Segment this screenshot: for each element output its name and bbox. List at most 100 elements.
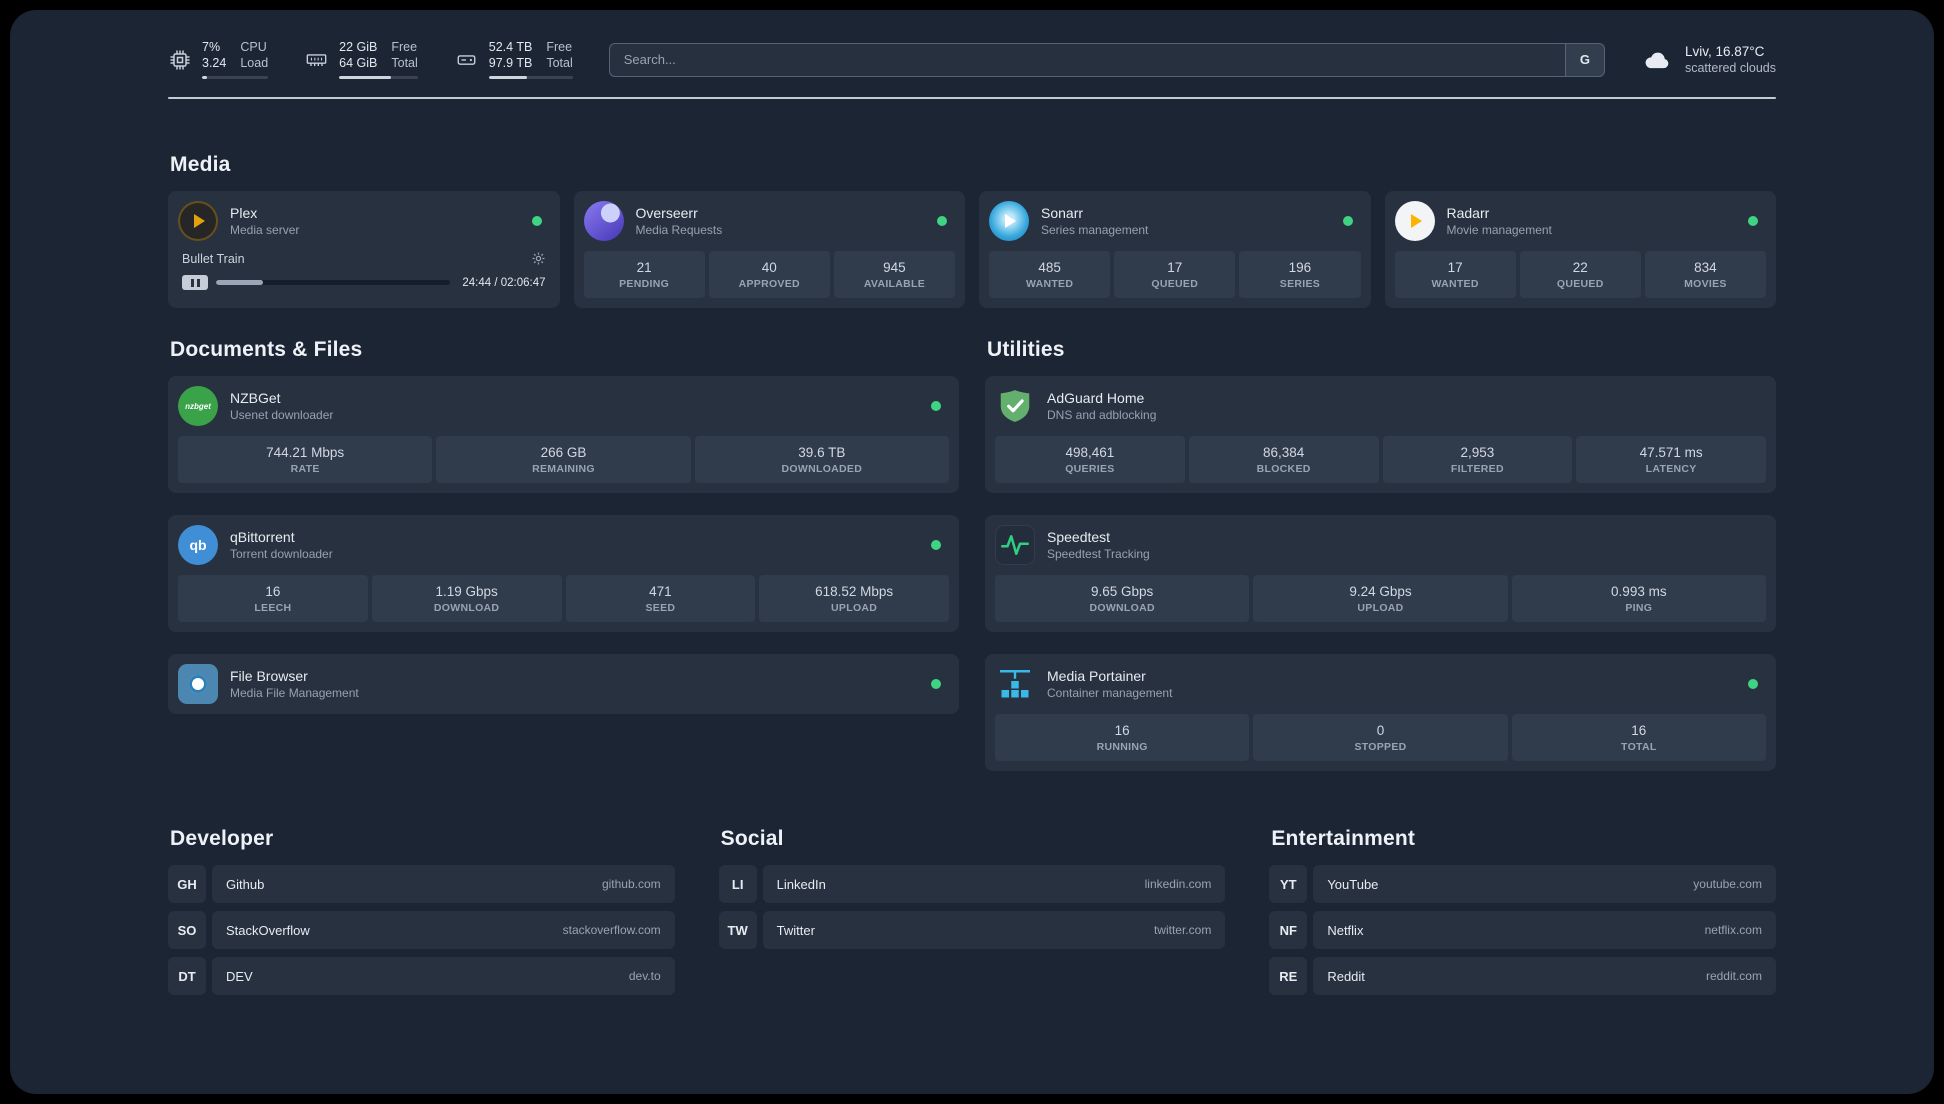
gear-icon[interactable] bbox=[531, 251, 546, 266]
service-desc: Usenet downloader bbox=[230, 407, 334, 422]
service-card-overseerr[interactable]: Overseerr Media Requests 21 PENDING 40 A… bbox=[573, 191, 965, 309]
memory-free-value: 22 GiB bbox=[339, 40, 378, 54]
stat-value: 196 bbox=[1288, 259, 1312, 275]
stat-tile: 17 WANTED bbox=[1394, 251, 1516, 299]
bookmark-reddit[interactable]: RE Reddit reddit.com bbox=[1269, 957, 1776, 996]
stat-label: QUEUED bbox=[1556, 277, 1604, 290]
bookmark-url: github.com bbox=[601, 877, 661, 892]
bookmark-netflix[interactable]: NF Netflix netflix.com bbox=[1269, 911, 1776, 950]
plex-icon bbox=[178, 201, 218, 242]
bookmark-url: reddit.com bbox=[1705, 969, 1762, 984]
bookmark-group-title: Developer bbox=[170, 827, 274, 851]
service-card-plex[interactable]: Plex Media server Bullet Train bbox=[168, 191, 560, 309]
cpu-usage-bar bbox=[202, 76, 269, 80]
service-card-qbittorrent[interactable]: qb qBittorrent Torrent downloader 16 LEE… bbox=[168, 515, 959, 633]
cpu-load-label: Load bbox=[240, 55, 269, 70]
bookmark-stackoverflow[interactable]: SO StackOverflow stackoverflow.com bbox=[168, 911, 675, 950]
section-title-media: Media bbox=[170, 153, 231, 177]
stat-label: SERIES bbox=[1279, 277, 1321, 290]
bookmark-abbr: TW bbox=[718, 911, 757, 950]
bookmark-github[interactable]: GH Github github.com bbox=[168, 865, 675, 904]
service-name: AdGuard Home bbox=[1047, 390, 1145, 407]
cloud-icon bbox=[1639, 45, 1675, 75]
disk-free-value: 52.4 TB bbox=[488, 40, 533, 54]
bookmark-abbr: DT bbox=[168, 957, 206, 996]
sonarr-icon bbox=[989, 201, 1029, 242]
bookmark-dev[interactable]: DT DEV dev.to bbox=[168, 957, 675, 996]
service-card-adguard[interactable]: AdGuard Home DNS and adblocking 498,461 … bbox=[985, 376, 1776, 494]
service-name: Overseerr bbox=[635, 205, 698, 222]
stat-value: 9.24 Gbps bbox=[1349, 583, 1412, 599]
stat-tile: 834 MOVIES bbox=[1644, 251, 1767, 299]
disk-metric: 52.4 TB 97.9 TB Free Total bbox=[454, 40, 573, 80]
bookmark-abbr: GH bbox=[168, 865, 206, 904]
stat-value: 485 bbox=[1038, 259, 1061, 275]
service-card-speedtest[interactable]: Speedtest Speedtest Tracking 9.65 Gbps D… bbox=[985, 515, 1776, 633]
stat-tile: 471 SEED bbox=[565, 575, 756, 623]
search-input[interactable] bbox=[608, 42, 1565, 77]
stat-label: QUERIES bbox=[1065, 462, 1115, 475]
service-name: Radarr bbox=[1446, 205, 1490, 222]
cpu-icon bbox=[168, 48, 192, 72]
cpu-metric: 7% 3.24 CPU Load bbox=[168, 40, 269, 80]
bookmark-name: DEV bbox=[226, 968, 253, 984]
stat-value: 618.52 Mbps bbox=[815, 583, 894, 599]
stat-value: 39.6 TB bbox=[798, 444, 846, 460]
bookmark-youtube[interactable]: YT YouTube youtube.com bbox=[1269, 865, 1776, 904]
bookmark-abbr: LI bbox=[718, 865, 757, 904]
search-bar: G bbox=[608, 42, 1605, 77]
bookmark-name: Reddit bbox=[1327, 968, 1365, 984]
service-desc: Torrent downloader bbox=[230, 546, 333, 561]
bookmark-linkedin[interactable]: LI LinkedIn linkedin.com bbox=[718, 865, 1226, 904]
section-documents: Documents & Files nzbget NZBGet Usenet d… bbox=[168, 338, 959, 715]
bookmark-name: LinkedIn bbox=[776, 876, 826, 892]
disk-free-label: Free bbox=[546, 40, 573, 54]
service-desc: DNS and adblocking bbox=[1047, 407, 1157, 422]
search-provider-button[interactable]: G bbox=[1564, 42, 1605, 77]
stat-label: PING bbox=[1625, 601, 1653, 614]
service-name: qBittorrent bbox=[230, 529, 295, 546]
stat-tile: 0.993 ms PING bbox=[1511, 575, 1766, 623]
stat-tile: 21 PENDING bbox=[583, 251, 705, 299]
memory-total-value: 64 GiB bbox=[339, 55, 378, 70]
bookmark-url: youtube.com bbox=[1693, 877, 1762, 892]
service-card-filebrowser[interactable]: File Browser Media File Management bbox=[168, 654, 959, 715]
service-desc: Media Requests bbox=[635, 222, 723, 237]
playback-time: 24:44 / 02:06:47 bbox=[462, 276, 546, 289]
stat-value: 471 bbox=[649, 583, 672, 599]
service-name: File Browser bbox=[230, 668, 308, 685]
service-card-sonarr[interactable]: Sonarr Series management 485 WANTED 17 Q… bbox=[979, 191, 1371, 309]
service-card-nzbget[interactable]: nzbget NZBGet Usenet downloader 744.21 M… bbox=[168, 376, 959, 494]
stat-value: 40 bbox=[761, 259, 777, 275]
service-card-portainer[interactable]: Media Portainer Container management 16 … bbox=[985, 654, 1776, 772]
disk-total-value: 97.9 TB bbox=[488, 55, 533, 70]
status-dot bbox=[931, 540, 941, 551]
status-dot bbox=[937, 216, 947, 227]
memory-total-label: Total bbox=[391, 55, 418, 70]
disk-icon bbox=[454, 49, 479, 71]
stat-value: 2,953 bbox=[1460, 444, 1495, 460]
stat-tile: 9.24 Gbps UPLOAD bbox=[1253, 575, 1508, 623]
bookmark-abbr: YT bbox=[1269, 865, 1308, 904]
stat-label: QUEUED bbox=[1151, 277, 1199, 290]
weather-condition: scattered clouds bbox=[1684, 61, 1776, 76]
bookmark-name: StackOverflow bbox=[226, 922, 310, 938]
status-dot bbox=[1342, 216, 1353, 227]
stat-label: DOWNLOAD bbox=[1089, 601, 1155, 614]
service-name: NZBGet bbox=[230, 390, 281, 407]
stat-value: 834 bbox=[1694, 259, 1717, 275]
service-card-radarr[interactable]: Radarr Movie management 17 WANTED 22 QUE… bbox=[1384, 191, 1776, 309]
stat-value: 0.993 ms bbox=[1611, 583, 1667, 599]
bookmark-url: linkedin.com bbox=[1144, 877, 1212, 892]
stat-label: WANTED bbox=[1431, 277, 1479, 290]
speedtest-icon bbox=[995, 525, 1035, 566]
stat-tile: 744.21 Mbps RATE bbox=[178, 436, 433, 484]
pause-button[interactable] bbox=[182, 275, 208, 291]
bookmark-twitter[interactable]: TW Twitter twitter.com bbox=[718, 911, 1226, 950]
stat-tile: 39.6 TB DOWNLOADED bbox=[694, 436, 949, 484]
stat-tile: 16 LEECH bbox=[178, 575, 368, 623]
stat-value: 17 bbox=[1167, 259, 1183, 275]
memory-free-label: Free bbox=[391, 40, 418, 54]
stat-tile: 9.65 Gbps DOWNLOAD bbox=[995, 575, 1250, 623]
stat-label: LEECH bbox=[254, 601, 292, 614]
